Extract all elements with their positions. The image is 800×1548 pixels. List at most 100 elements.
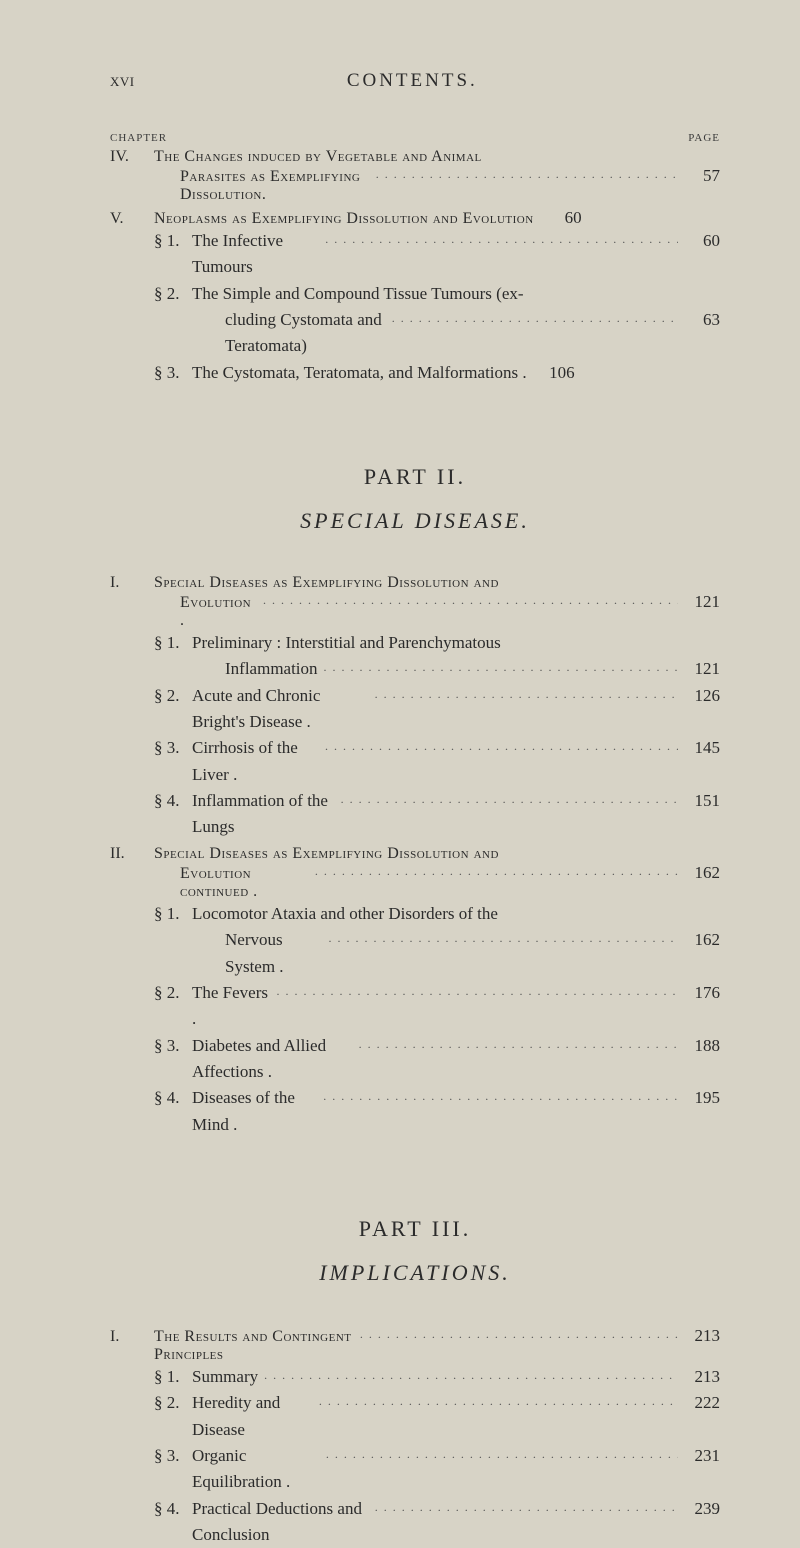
section-label: § 2. — [154, 1390, 192, 1416]
leader-dots — [376, 167, 678, 182]
section-text: Organic Equilibration . — [192, 1443, 326, 1496]
section-text: Practical Deductions and Conclusion — [192, 1496, 375, 1548]
part2-chapter-i: I. Special Diseases as Exemplifying Diss… — [110, 574, 720, 841]
column-labels: CHAPTER PAGE — [110, 132, 720, 144]
chapter-title-line1: Special Diseases as Exemplifying Dissolu… — [154, 845, 505, 863]
section-label: § 4. — [154, 788, 192, 814]
section-text: The Cystomata, Teratomata, and Malformat… — [192, 360, 533, 386]
page-number: xvi — [110, 70, 135, 92]
section: § 3. The Cystomata, Teratomata, and Malf… — [110, 360, 720, 386]
section-text: Locomotor Ataxia and other Disorders of … — [192, 901, 504, 927]
section-text: Acute and Chronic Bright's Disease . — [192, 683, 375, 736]
label-chapter: CHAPTER — [110, 132, 167, 144]
section: § 1. Locomotor Ataxia and other Disorder… — [110, 901, 720, 927]
section-label: § 4. — [154, 1085, 192, 1111]
section-text: Inflammation of the Lungs — [192, 788, 341, 841]
chapter-title-line1: Neoplasms as Exemplifying Dissolution an… — [154, 210, 540, 228]
chapter-title-line2: Parasites as Exemplifying Dissolution. — [180, 168, 376, 204]
section-page: 126 — [678, 683, 720, 709]
section-cont-text: Nervous System . — [225, 927, 328, 980]
chapter-title-line1: The Changes induced by Vegetable and Ani… — [154, 148, 488, 166]
chapter-title-line2: Evolution . — [180, 594, 263, 630]
section-label: § 3. — [154, 1033, 192, 1059]
leader-dots — [325, 230, 678, 249]
section-page: 162 — [678, 927, 720, 953]
leader-dots — [324, 658, 678, 677]
section-text: Preliminary : Interstitial and Parenchym… — [192, 630, 507, 656]
section-text: The Simple and Compound Tissue Tumours (… — [192, 281, 530, 307]
chapter-page: 213 — [678, 1326, 720, 1346]
running-title: CONTENTS. — [347, 70, 478, 92]
leader-dots — [263, 593, 678, 608]
section-label: § 3. — [154, 735, 192, 761]
section-page: 106 — [533, 360, 575, 386]
part-ii-heading: PART II. — [110, 464, 720, 490]
section-text: Summary — [192, 1364, 264, 1390]
part-ii-subtitle: SPECIAL DISEASE. — [110, 508, 720, 534]
chapter-title-line1: Special Diseases as Exemplifying Dissolu… — [154, 574, 505, 592]
section-page: 213 — [678, 1364, 720, 1390]
chapter-v: V. Neoplasms as Exemplifying Dissolution… — [110, 208, 720, 386]
chapter-roman: IV. — [110, 148, 154, 166]
leader-dots — [319, 1392, 678, 1411]
section-text: Diseases of the Mind . — [192, 1085, 323, 1138]
section-label: § 1. — [154, 630, 192, 656]
section-page: 222 — [678, 1390, 720, 1416]
label-page: PAGE — [688, 132, 720, 144]
part3-chapter-i: I. The Results and Contingent Principles… — [110, 1326, 720, 1548]
section: § 2. Heredity and Disease 222 — [110, 1390, 720, 1443]
part2-chapter-ii: II. Special Diseases as Exemplifying Dis… — [110, 845, 720, 1138]
section-label: § 2. — [154, 683, 192, 709]
chapter-roman: V. — [110, 210, 154, 228]
section-text: The Fevers . — [192, 980, 277, 1033]
part-iii-heading: PART III. — [110, 1216, 720, 1242]
section-text: Cirrhosis of the Liver . — [192, 735, 325, 788]
section: § 3. Cirrhosis of the Liver . 145 — [110, 735, 720, 788]
section-label: § 1. — [154, 228, 192, 254]
section-cont-text: cluding Cystomata and Teratomata) — [225, 307, 392, 360]
chapter-page: 57 — [678, 166, 720, 186]
chapter-roman: I. — [110, 574, 154, 592]
running-head: xvi CONTENTS. — [110, 70, 720, 92]
leader-dots — [341, 790, 678, 809]
section-page: 231 — [678, 1443, 720, 1469]
section-label: § 3. — [154, 1443, 192, 1469]
chapter-title-line1: The Results and Contingent Principles — [154, 1328, 360, 1364]
leader-dots — [277, 982, 678, 1001]
section-cont: Nervous System . 162 — [110, 927, 720, 980]
leader-dots — [375, 685, 678, 704]
chapter-page: 162 — [678, 863, 720, 883]
section: § 3. Organic Equilibration . 231 — [110, 1443, 720, 1496]
section: § 4. Practical Deductions and Conclusion… — [110, 1496, 720, 1548]
leader-dots — [325, 737, 678, 756]
section-text: The Infective Tumours — [192, 228, 325, 281]
chapter-page: 60 — [540, 208, 582, 228]
section: § 1. Preliminary : Interstitial and Pare… — [110, 630, 720, 656]
section-cont: Inflammation 121 — [110, 656, 720, 682]
section-label: § 2. — [154, 980, 192, 1006]
section-cont: cluding Cystomata and Teratomata) 63 — [110, 307, 720, 360]
leader-dots — [315, 864, 678, 879]
section: § 4. Diseases of the Mind . 195 — [110, 1085, 720, 1138]
section-page: 195 — [678, 1085, 720, 1111]
section-page: 145 — [678, 735, 720, 761]
part-iii-subtitle: IMPLICATIONS. — [110, 1260, 720, 1286]
leader-dots — [360, 1327, 678, 1342]
chapter-roman: II. — [110, 845, 154, 863]
chapter-iv: IV. The Changes induced by Vegetable and… — [110, 148, 720, 204]
section: § 2. The Simple and Compound Tissue Tumo… — [110, 281, 720, 307]
page: xvi CONTENTS. CHAPTER PAGE IV. The Chang… — [0, 0, 800, 1372]
section-label: § 4. — [154, 1496, 192, 1522]
section-label: § 3. — [154, 360, 192, 386]
chapter-roman: I. — [110, 1328, 154, 1346]
section-page: 63 — [678, 307, 720, 333]
section-text: Heredity and Disease — [192, 1390, 319, 1443]
leader-dots — [359, 1035, 678, 1054]
leader-dots — [392, 309, 678, 328]
section-label: § 1. — [154, 1364, 192, 1390]
leader-dots — [375, 1498, 678, 1517]
leader-dots — [323, 1087, 678, 1106]
section: § 1. Summary 213 — [110, 1364, 720, 1390]
section: § 3. Diabetes and Allied Affections . 18… — [110, 1033, 720, 1086]
section: § 4. Inflammation of the Lungs 151 — [110, 788, 720, 841]
